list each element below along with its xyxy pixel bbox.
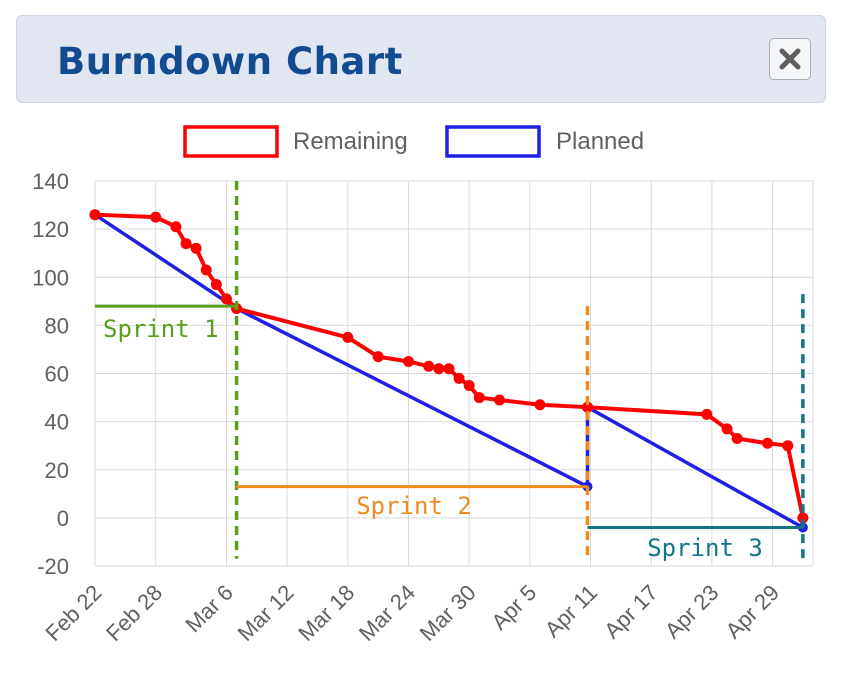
x-tick-label: Mar 12 — [233, 580, 299, 646]
remaining-point — [463, 380, 475, 392]
chart-grid — [94, 180, 814, 567]
y-tick-label: 120 — [32, 217, 69, 242]
remaining-point — [782, 440, 794, 452]
legend-swatch-planned — [445, 125, 541, 158]
x-tick-label: Feb 28 — [101, 580, 167, 646]
remaining-point — [372, 351, 384, 363]
sprint-annotations: Sprint 1 Sprint 2 Sprint 3 — [95, 181, 805, 564]
burndown-chart: Remaining Planned -20 0 20 40 60 80 100 120 140 F… — [32, 125, 814, 646]
legend-swatch-remaining — [183, 125, 279, 158]
y-tick-label: 140 — [32, 169, 69, 194]
remaining-point — [210, 278, 222, 290]
chart-legend: Remaining Planned — [183, 125, 644, 158]
x-tick-label: Mar 24 — [354, 580, 420, 646]
y-tick-label: 40 — [45, 410, 69, 435]
x-tick-label: Mar 30 — [415, 580, 481, 646]
remaining-point — [170, 221, 182, 233]
remaining-point — [342, 331, 354, 343]
remaining-point — [423, 360, 435, 372]
remaining-point — [494, 394, 506, 406]
remaining-point — [200, 264, 212, 276]
remaining-point — [701, 408, 713, 420]
x-tick-label: Mar 18 — [293, 580, 359, 646]
remaining-point — [731, 432, 743, 444]
x-tick-label: Apr 17 — [599, 580, 663, 644]
remaining-point — [150, 211, 162, 223]
remaining-point — [797, 512, 809, 524]
remaining-point — [581, 401, 593, 413]
remaining-point — [220, 293, 232, 305]
x-tick-label: Apr 5 — [487, 580, 542, 635]
y-tick-label: 60 — [45, 362, 69, 387]
y-tick-label: 80 — [45, 313, 69, 338]
y-axis: -20 0 20 40 60 80 100 120 140 — [32, 169, 69, 579]
y-tick-label: 100 — [32, 265, 69, 290]
x-tick-label: Feb 22 — [40, 580, 106, 646]
remaining-point — [453, 372, 465, 384]
page-title: Burndown Chart — [57, 40, 403, 83]
remaining-point — [180, 238, 192, 250]
x-tick-label: Mar 6 — [181, 580, 238, 637]
remaining-point — [443, 363, 455, 375]
legend-label-remaining: Remaining — [293, 128, 408, 155]
remaining-point — [534, 399, 546, 411]
sprint-label: Sprint 1 — [103, 315, 219, 343]
remaining-point — [89, 209, 101, 221]
sprint-label: Sprint 3 — [647, 534, 763, 562]
y-tick-label: 20 — [45, 458, 69, 483]
close-x-icon — [779, 48, 801, 70]
y-tick-label: 0 — [57, 506, 69, 531]
remaining-point — [402, 355, 414, 367]
chart-series — [89, 209, 809, 533]
remaining-point — [190, 242, 202, 254]
close-button[interactable] — [769, 38, 811, 80]
chart-panel-header: Burndown Chart — [16, 15, 826, 103]
remaining-point — [473, 392, 485, 404]
x-tick-label: Apr 11 — [540, 580, 602, 642]
x-tick-label: Apr 29 — [721, 580, 785, 644]
remaining-point — [761, 437, 773, 449]
y-tick-label: -20 — [37, 554, 69, 579]
remaining-point — [433, 363, 445, 375]
x-tick-label: Apr 23 — [660, 580, 724, 644]
remaining-point — [721, 423, 733, 435]
sprint-label: Sprint 2 — [356, 492, 472, 520]
legend-label-planned: Planned — [556, 128, 644, 155]
